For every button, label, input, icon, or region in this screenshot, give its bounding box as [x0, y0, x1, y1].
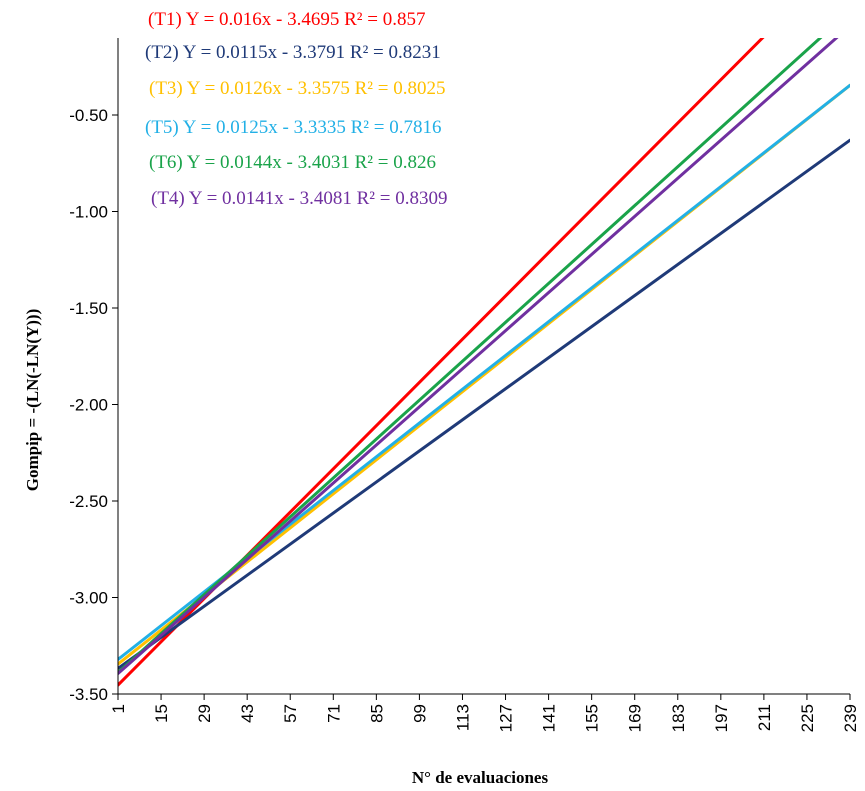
series-line-t2 [118, 138, 850, 670]
tick-labels: -0.50 -1.00 -1.50 -2.00 -2.50 -3.00 -3.501 15 29… [69, 106, 860, 732]
x-tick-label: 155 [583, 704, 602, 732]
x-tick-label: 225 [798, 704, 817, 732]
equation-annotation: (T6) Y = 0.0144x - 3.4031 R² = 0.826 [149, 152, 436, 173]
equation-annotation: (T5) Y = 0.0125x - 3.3335 R² = 0.7816 [145, 117, 441, 138]
series-line-t4 [118, 38, 839, 676]
x-tick-label: 183 [669, 704, 688, 732]
y-tick-label: -2.50 [69, 492, 108, 511]
axes [112, 38, 851, 700]
x-tick-label: 99 [410, 704, 429, 723]
x-tick-label: 211 [755, 704, 774, 731]
x-tick-label: 169 [626, 704, 645, 732]
x-tick-label: 85 [367, 704, 386, 723]
equation-annotation: (T1) Y = 0.016x - 3.4695 R² = 0.857 [148, 9, 425, 30]
y-tick-label: -0.50 [69, 106, 108, 125]
x-tick-label: 141 [540, 704, 559, 732]
equation-annotation: (T2) Y = 0.0115x - 3.3791 R² = 0.8231 [145, 42, 441, 63]
x-tick-label: 239 [841, 704, 860, 732]
x-tick-label: 127 [497, 704, 516, 732]
x-tick-label: 15 [152, 704, 171, 723]
x-tick-label: 57 [281, 704, 300, 723]
series-lines [118, 38, 850, 687]
y-axis-title: Gompip = -(LN(-LN(Y))) [23, 309, 42, 492]
equation-annotation: (T4) Y = 0.0141x - 3.4081 R² = 0.8309 [151, 188, 447, 209]
x-tick-label: 197 [712, 704, 731, 732]
equation-annotation: (T3) Y = 0.0126x - 3.3575 R² = 0.8025 [149, 78, 445, 99]
series-line-t6 [118, 38, 823, 675]
y-tick-label: -3.00 [69, 589, 108, 608]
x-tick-label: 29 [195, 704, 214, 723]
y-tick-label: -3.50 [69, 685, 108, 704]
x-axis-title: N° de evaluaciones [412, 768, 549, 787]
x-tick-label: 43 [238, 704, 257, 723]
equation-annotations: (T1) Y = 0.016x - 3.4695 R² = 0.857 (T2) … [145, 9, 447, 209]
x-tick-label: 113 [453, 704, 472, 731]
x-tick-label: 1 [109, 704, 128, 713]
y-tick-label: -1.50 [69, 299, 108, 318]
y-tick-label: -1.00 [69, 203, 108, 222]
x-tick-label: 71 [324, 704, 343, 723]
y-tick-label: -2.00 [69, 396, 108, 415]
